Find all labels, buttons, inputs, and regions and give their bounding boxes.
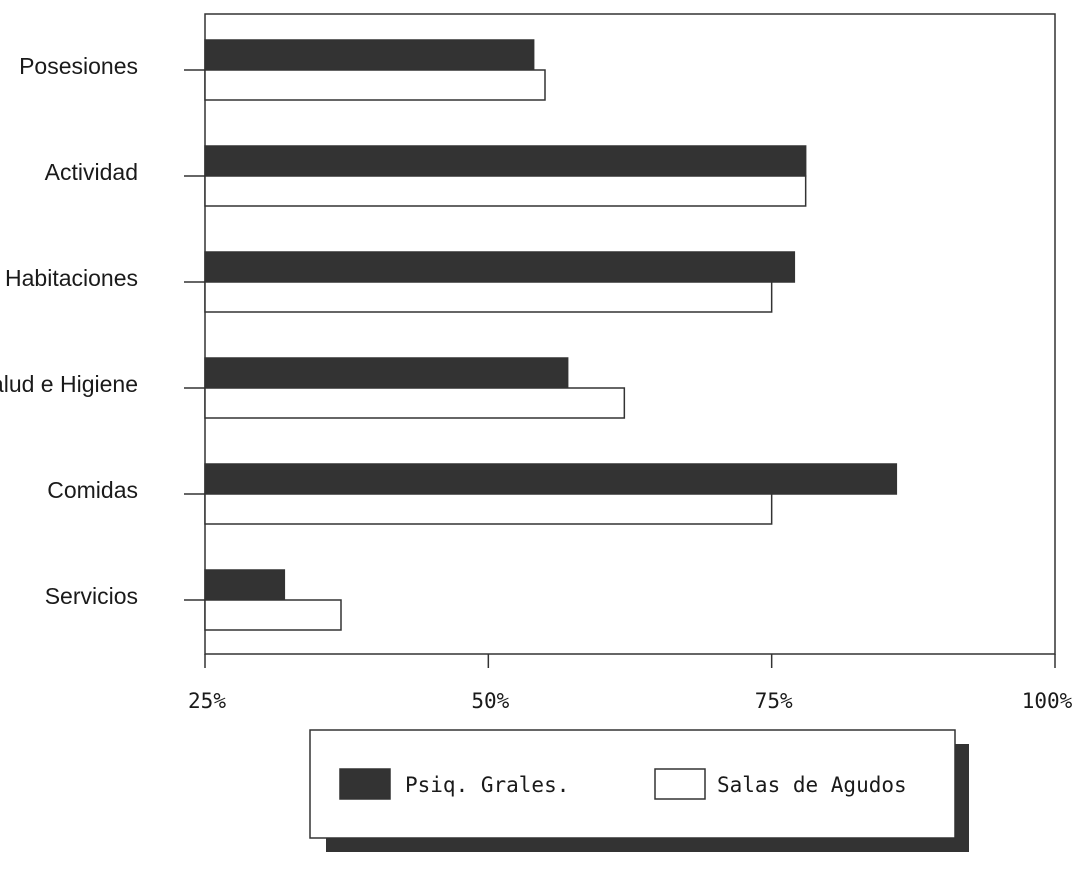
category-label-servicios: Servicios	[45, 583, 138, 609]
x-tick-label-25: 25%	[188, 689, 226, 713]
legend-swatch-psiq-grales	[339, 768, 391, 800]
bar-psiq-grales-habitaciones	[204, 251, 796, 283]
category-label-comidas: Comidas	[47, 477, 138, 503]
legend-label-salas-de-agudos: Salas de Agudos	[717, 773, 907, 797]
bar-psiq-grales-salud-e-higiene	[204, 357, 569, 389]
bar-psiq-grales-posesiones	[204, 39, 535, 71]
category-labels: Posesiones Actividad Habitaciones Salud e H…	[0, 53, 138, 609]
x-axis-tick-labels: 25% 50% 75% 100%	[188, 689, 1073, 713]
category-label-salud-e-higiene: Salud e Higiene	[0, 371, 138, 397]
category-label-posesiones: Posesiones	[19, 53, 138, 79]
bar-psiq-grales-actividad	[204, 145, 807, 177]
legend: Psiq. Grales. Salas de Agudos	[309, 729, 969, 852]
bar-salas-de-agudos-servicios	[204, 599, 342, 631]
category-ticks	[184, 69, 205, 601]
bar-salas-de-agudos-habitaciones	[204, 281, 773, 313]
bar-salas-de-agudos-salud-e-higiene	[204, 387, 626, 419]
legend-swatch-salas-de-agudos	[654, 768, 706, 800]
legend-box	[309, 729, 956, 839]
bar-psiq-grales-comidas	[204, 463, 898, 495]
bars-group	[204, 39, 898, 631]
bar-salas-de-agudos-comidas	[204, 493, 773, 525]
plot-frame	[204, 13, 1056, 655]
bar-psiq-grales-servicios	[204, 569, 286, 601]
category-label-actividad: Actividad	[45, 159, 138, 185]
bar-salas-de-agudos-posesiones	[204, 69, 546, 101]
bar-salas-de-agudos-actividad	[204, 175, 807, 207]
x-tick-label-100: 100%	[1022, 689, 1073, 713]
legend-label-psiq-grales: Psiq. Grales.	[405, 773, 569, 797]
x-axis-ticks	[204, 654, 1056, 668]
x-tick-label-50: 50%	[471, 689, 509, 713]
x-tick-label-75: 75%	[755, 689, 793, 713]
category-label-habitaciones: Habitaciones	[5, 265, 138, 291]
